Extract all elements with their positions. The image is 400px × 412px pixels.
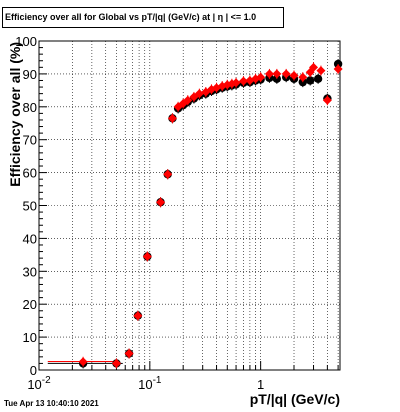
red-data-point — [133, 311, 143, 321]
chart-title: Efficiency over all for Global vs pT/|q|… — [2, 7, 284, 28]
y-tick-label: 0 — [30, 363, 37, 378]
red-data-point — [78, 357, 88, 367]
red-data-point — [298, 72, 308, 82]
y-tick-label: 70 — [23, 133, 37, 148]
y-tick-label: 50 — [23, 199, 37, 214]
x-tick-label: 10-1 — [138, 375, 162, 392]
red-data-point — [289, 71, 299, 81]
y-tick-label: 40 — [23, 231, 37, 246]
red-data-point — [281, 69, 291, 79]
red-data-point — [231, 78, 241, 88]
x-tick-label: 1 — [257, 377, 264, 392]
x-tick-label: 10-2 — [27, 375, 51, 392]
ticks: 0 10 20 30 40 50 60 70 80 90 100 10-2 10-1 1 — [15, 34, 339, 392]
red-data-point — [272, 69, 282, 79]
y-tick-label: 20 — [23, 297, 37, 312]
red-data-point — [156, 197, 166, 207]
red-data-point — [238, 76, 248, 86]
red-data-point — [333, 64, 343, 74]
black-data-point — [313, 74, 323, 84]
red-data-point — [183, 95, 193, 105]
red-data-point — [322, 95, 332, 105]
series-layer — [47, 59, 343, 369]
red-data-point — [124, 349, 134, 359]
x-axis-label: pT/|q| (GeV/c) — [250, 391, 340, 407]
y-tick-label: 10 — [23, 330, 37, 345]
y-tick-label: 100 — [15, 34, 37, 49]
black-data-point — [306, 76, 315, 85]
y-axis-label: Efficiency over all (%) — [7, 42, 23, 187]
y-tick-label: 80 — [23, 100, 37, 115]
y-tick-label: 90 — [23, 67, 37, 82]
y-tick-label: 60 — [23, 166, 37, 181]
red-data-point — [111, 358, 121, 368]
red-data-point — [167, 113, 177, 123]
red-data-point — [316, 66, 326, 76]
timestamp: Tue Apr 13 10:40:10 2021 — [4, 399, 99, 408]
red-data-point — [163, 169, 173, 179]
red-data-point — [309, 62, 319, 72]
y-tick-label: 30 — [23, 264, 37, 279]
red-data-point — [142, 251, 152, 261]
red-data-point — [194, 89, 204, 99]
red-data-point — [256, 72, 266, 82]
red-data-point — [264, 69, 274, 79]
grid — [39, 41, 340, 370]
